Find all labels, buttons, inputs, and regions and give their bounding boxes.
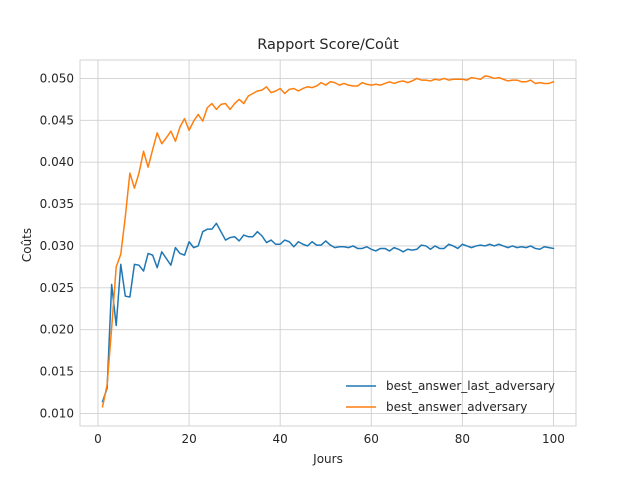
grid xyxy=(79,59,577,427)
y-axis-label: Coûts xyxy=(20,228,34,262)
series-line-best_answer_last_adversary xyxy=(101,222,555,403)
y-tick-label: 0.025 xyxy=(40,281,74,295)
y-tick-label: 0.050 xyxy=(40,71,74,85)
y-tick-label: 0.040 xyxy=(40,155,74,169)
x-tick-label: 80 xyxy=(455,432,470,446)
y-tick-label: 0.010 xyxy=(40,406,74,420)
plot-frame xyxy=(79,59,577,427)
series-line-best_answer_adversary xyxy=(101,75,555,408)
y-tick-label: 0.035 xyxy=(40,197,74,211)
x-tick-label: 0 xyxy=(94,432,102,446)
x-tick-label: 100 xyxy=(542,432,565,446)
y-tick-label: 0.015 xyxy=(40,365,74,379)
x-tick-label: 60 xyxy=(364,432,379,446)
chart-title: Rapport Score/Coût xyxy=(257,37,399,53)
x-axis-label: Jours xyxy=(312,452,343,466)
legend-label: best_answer_adversary xyxy=(386,400,527,414)
y-tick-label: 0.030 xyxy=(40,239,74,253)
legend-label: best_answer_last_adversary xyxy=(386,379,555,393)
y-tick-label: 0.020 xyxy=(40,323,74,337)
y-axis-ticks: 0.010 0.015 0.020 0.025 0.030 0.035 0.040 0.045… xyxy=(40,71,74,420)
legend: best_answer_last_adversary best_answer_ad… xyxy=(346,379,555,414)
series-lines xyxy=(101,75,555,408)
x-axis-ticks: 0 20 40 60 80 100 xyxy=(94,432,565,446)
x-tick-label: 20 xyxy=(181,432,196,446)
y-tick-label: 0.045 xyxy=(40,113,74,127)
x-tick-label: 40 xyxy=(273,432,288,446)
